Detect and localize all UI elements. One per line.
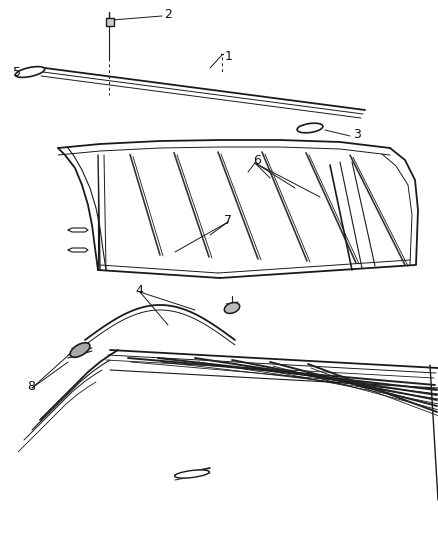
Text: 4: 4 xyxy=(135,284,143,296)
Ellipse shape xyxy=(15,67,45,77)
Ellipse shape xyxy=(297,123,323,133)
FancyBboxPatch shape xyxy=(106,18,113,26)
Text: 1: 1 xyxy=(225,50,233,62)
Text: 3: 3 xyxy=(353,127,361,141)
Ellipse shape xyxy=(224,303,240,313)
Text: 5: 5 xyxy=(13,67,21,79)
Ellipse shape xyxy=(175,470,209,478)
Text: 6: 6 xyxy=(253,154,261,166)
Text: 8: 8 xyxy=(27,381,35,393)
Text: 7: 7 xyxy=(224,214,232,228)
Ellipse shape xyxy=(70,343,90,357)
Text: 2: 2 xyxy=(164,7,172,20)
